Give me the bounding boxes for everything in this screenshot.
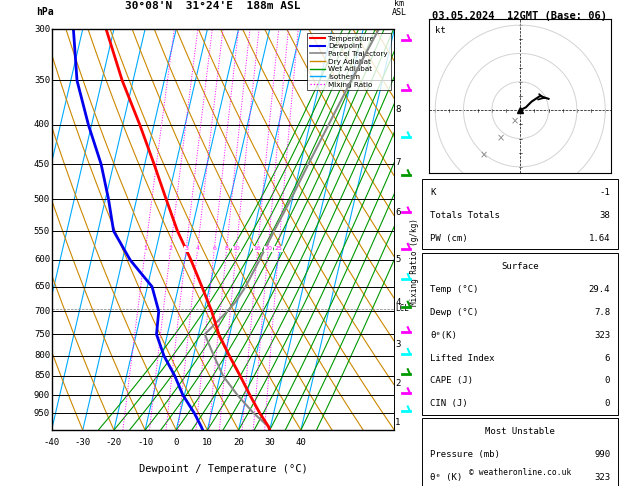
Text: 10: 10 [202, 438, 213, 447]
Text: CAPE (J): CAPE (J) [430, 377, 473, 385]
Text: Dewp (°C): Dewp (°C) [430, 308, 479, 317]
Text: PW (cm): PW (cm) [430, 234, 468, 243]
Text: 300: 300 [34, 25, 50, 34]
Text: 8: 8 [395, 105, 401, 114]
Text: 7: 7 [395, 158, 401, 167]
Text: 29.4: 29.4 [589, 285, 610, 294]
Text: 6: 6 [213, 246, 216, 251]
Text: 25: 25 [275, 246, 282, 251]
Text: kt: kt [435, 26, 446, 35]
Text: 20: 20 [264, 246, 272, 251]
Text: θᵉ(K): θᵉ(K) [430, 330, 457, 340]
Text: 40: 40 [296, 438, 306, 447]
Text: 2: 2 [395, 379, 401, 388]
Text: K: K [430, 188, 435, 197]
Text: 6: 6 [395, 208, 401, 217]
Text: Totals Totals: Totals Totals [430, 211, 500, 220]
Text: 1: 1 [143, 246, 147, 251]
Text: Surface: Surface [501, 262, 539, 271]
Text: 3: 3 [184, 246, 188, 251]
Text: © weatheronline.co.uk: © weatheronline.co.uk [469, 468, 571, 477]
Text: 700: 700 [34, 307, 50, 316]
Text: θᵉ (K): θᵉ (K) [430, 473, 462, 482]
Text: 323: 323 [594, 473, 610, 482]
Text: 20: 20 [233, 438, 244, 447]
Text: -1: -1 [599, 188, 610, 197]
Text: 400: 400 [34, 121, 50, 129]
Text: 5: 5 [395, 256, 401, 264]
Text: 16: 16 [254, 246, 262, 251]
Text: Mixing Ratio (g/kg): Mixing Ratio (g/kg) [410, 218, 419, 306]
Text: Dewpoint / Temperature (°C): Dewpoint / Temperature (°C) [138, 464, 308, 474]
Text: 323: 323 [594, 330, 610, 340]
Text: -10: -10 [137, 438, 153, 447]
Text: 650: 650 [34, 282, 50, 291]
Text: km
ASL: km ASL [392, 0, 406, 17]
Text: 03.05.2024  12GMT (Base: 06): 03.05.2024 12GMT (Base: 06) [432, 11, 607, 21]
Text: 1.64: 1.64 [589, 234, 610, 243]
Text: 800: 800 [34, 351, 50, 360]
Text: 450: 450 [34, 160, 50, 169]
Legend: Temperature, Dewpoint, Parcel Trajectory, Dry Adiabat, Wet Adiabat, Isotherm, Mi: Temperature, Dewpoint, Parcel Trajectory… [308, 33, 391, 90]
Text: 10: 10 [233, 246, 240, 251]
Text: ×: × [479, 151, 487, 160]
Text: 0: 0 [605, 377, 610, 385]
Text: 3: 3 [395, 340, 401, 349]
Text: 0: 0 [605, 399, 610, 408]
Text: 500: 500 [34, 195, 50, 204]
Text: 900: 900 [34, 391, 50, 399]
Text: 6: 6 [605, 353, 610, 363]
Bar [422, 418, 618, 486]
Text: 8: 8 [225, 246, 228, 251]
Text: Temp (°C): Temp (°C) [430, 285, 479, 294]
Text: 4: 4 [196, 246, 199, 251]
Text: -30: -30 [75, 438, 91, 447]
Text: Lifted Index: Lifted Index [430, 353, 494, 363]
Text: CIN (J): CIN (J) [430, 399, 468, 408]
Text: 750: 750 [34, 330, 50, 339]
Text: LCL: LCL [395, 304, 409, 313]
Text: 990: 990 [594, 451, 610, 459]
Text: 7.8: 7.8 [594, 308, 610, 317]
Text: Most Unstable: Most Unstable [485, 427, 555, 436]
Text: 30°08'N  31°24'E  188m ASL: 30°08'N 31°24'E 188m ASL [125, 1, 301, 11]
Text: 350: 350 [34, 76, 50, 85]
Text: 38: 38 [599, 211, 610, 220]
Text: Pressure (mb): Pressure (mb) [430, 451, 500, 459]
Text: 950: 950 [34, 409, 50, 417]
Bar [422, 179, 618, 249]
Text: 0: 0 [174, 438, 179, 447]
Text: ×: × [496, 134, 504, 143]
Text: 850: 850 [34, 371, 50, 381]
Text: -20: -20 [106, 438, 122, 447]
Bar [422, 253, 618, 415]
Text: 1: 1 [395, 418, 401, 427]
Text: 4: 4 [395, 298, 401, 307]
Text: hPa: hPa [36, 7, 54, 17]
Text: 600: 600 [34, 256, 50, 264]
Text: ×: × [511, 117, 518, 126]
Text: 550: 550 [34, 226, 50, 236]
Text: 30: 30 [264, 438, 275, 447]
Text: 2: 2 [169, 246, 172, 251]
Text: -40: -40 [43, 438, 60, 447]
